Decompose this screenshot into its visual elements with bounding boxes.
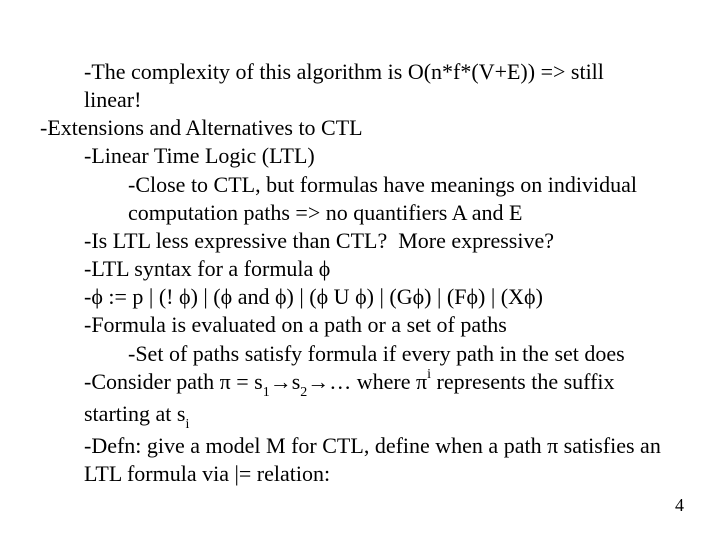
text-line: -Set of paths satisfy formula if every p… [40,340,680,368]
slide-page: -The complexity of this algorithm is O(n… [0,0,720,540]
text-line: linear! [40,86,680,114]
text-line: -Defn: give a model M for CTL, define wh… [40,432,680,460]
text-line: -Formula is evaluated on a path or a set… [40,311,680,339]
page-number: 4 [675,495,684,516]
text-line: computation paths => no quantifiers A an… [40,199,680,227]
text-line: -The complexity of this algorithm is O(n… [40,58,680,86]
slide-body: -The complexity of this algorithm is O(n… [40,58,680,489]
text-line: LTL formula via |= relation: [40,460,680,488]
text-line: -Close to CTL, but formulas have meaning… [40,171,680,199]
text-line: -Is LTL less expressive than CTL? More e… [40,227,680,255]
text-line: -Extensions and Alternatives to CTL [40,114,680,142]
text-line: -Linear Time Logic (LTL) [40,142,680,170]
text-line: starting at si [40,400,680,432]
text-line: -Consider path π = s1→s2→… where πi repr… [40,368,680,400]
text-line: -ϕ := p | (! ϕ) | (ϕ and ϕ) | (ϕ U ϕ) | … [40,283,680,311]
text-line: -LTL syntax for a formula ϕ [40,255,680,283]
